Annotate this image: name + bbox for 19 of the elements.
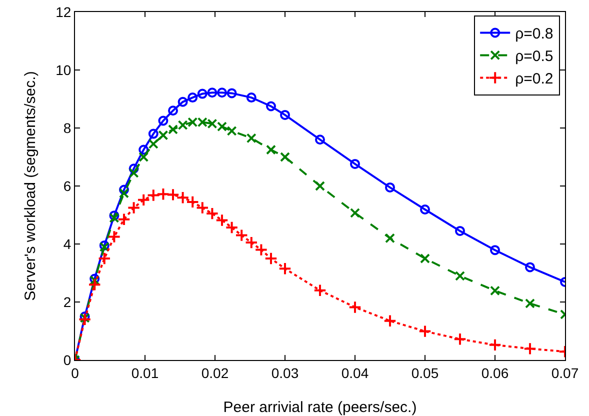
y-tick-label: 8	[63, 120, 72, 136]
x-tick-label: 0.01	[131, 364, 159, 381]
legend-label: ρ=0.8	[515, 26, 554, 43]
x-tick-label: 0.05	[411, 364, 439, 381]
y-tick-label: 6	[63, 178, 72, 194]
x-tick-label: 0.02	[201, 364, 229, 381]
legend-label: ρ=0.2	[515, 70, 554, 88]
x-tick-label: 0.06	[481, 364, 509, 381]
y-tick-label: 10	[56, 62, 72, 78]
y-axis-title: Server's workload (segments/sec.)	[22, 71, 39, 301]
y-tick-label: 0	[63, 352, 72, 368]
x-tick-label: 0.07	[551, 364, 579, 381]
y-tick-label: 12	[56, 4, 72, 20]
x-axis-title: Peer arrivial rate (peers/sec.)	[223, 399, 417, 416]
x-tick-label: 0.03	[271, 364, 299, 381]
legend-label: ρ=0.5	[515, 48, 554, 66]
y-tick-label: 2	[63, 294, 72, 310]
x-tick-label: 0.04	[341, 364, 369, 381]
y-tick-label: 4	[63, 236, 72, 252]
